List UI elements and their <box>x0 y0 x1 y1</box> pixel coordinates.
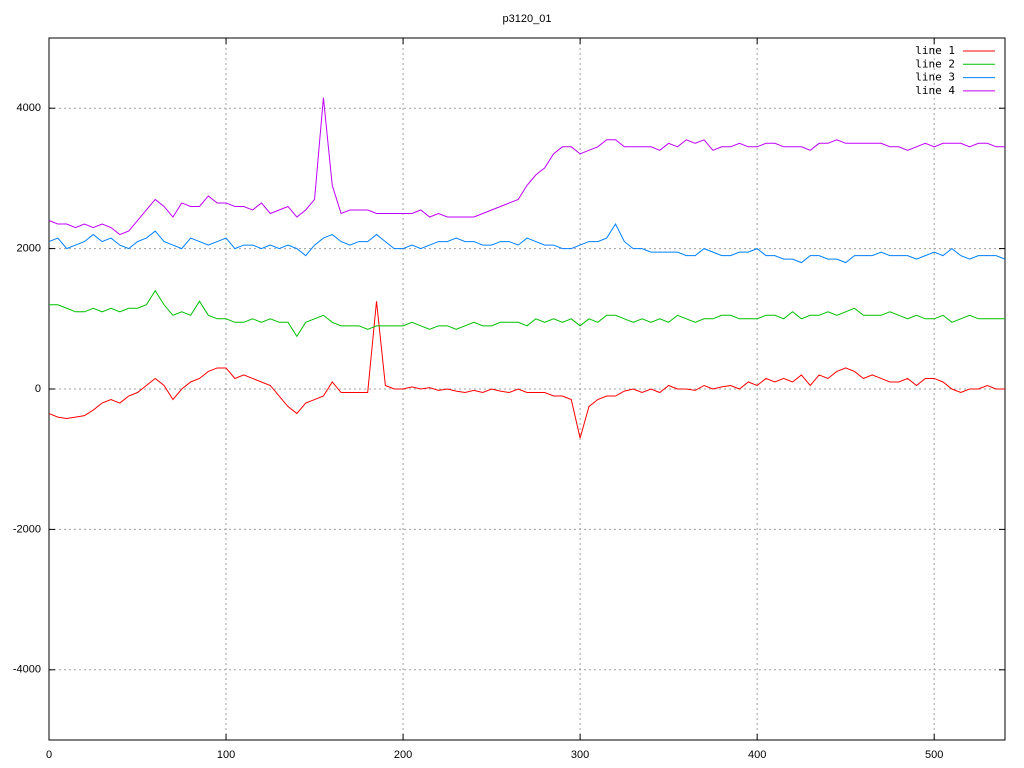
legend-label: line 4 <box>915 84 955 97</box>
chart-title: p3120_01 <box>503 13 552 25</box>
legend-label: line 1 <box>915 44 955 57</box>
y-tick-label: 2000 <box>17 243 41 255</box>
data-line <box>49 289 1005 338</box>
x-tick-label: 200 <box>394 749 412 761</box>
y-tick-label: -4000 <box>13 664 41 676</box>
x-tick-label: 300 <box>571 749 589 761</box>
y-tick-label: 0 <box>35 383 41 395</box>
x-tick-label: 400 <box>748 749 766 761</box>
x-tick-label: 100 <box>217 749 235 761</box>
y-tick-label: 4000 <box>17 102 41 114</box>
data-line <box>48 223 1006 264</box>
x-tick-label: 500 <box>925 749 943 761</box>
legend-label: line 2 <box>915 57 955 70</box>
data-line <box>48 301 1005 439</box>
data-line <box>48 97 1005 236</box>
y-tick-label: -2000 <box>13 523 41 535</box>
legend-label: line 3 <box>915 71 955 84</box>
x-tick-label: 0 <box>46 749 52 761</box>
